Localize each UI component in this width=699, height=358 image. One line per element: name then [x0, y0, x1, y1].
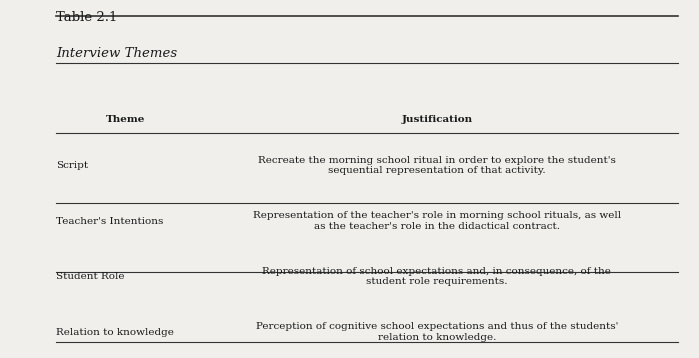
Text: Script: Script: [56, 161, 88, 170]
Text: Relation to knowledge: Relation to knowledge: [56, 328, 174, 337]
Text: Representation of school expectations and, in consequence, of the
student role r: Representation of school expectations an…: [262, 267, 612, 286]
Text: Student Role: Student Role: [56, 272, 124, 281]
Text: Teacher's Intentions: Teacher's Intentions: [56, 217, 164, 226]
Text: Representation of the teacher's role in morning school rituals, as well
as the t: Representation of the teacher's role in …: [253, 211, 621, 231]
Text: Justification: Justification: [401, 115, 473, 124]
Text: Table 2.1: Table 2.1: [56, 11, 117, 24]
Text: Interview Themes: Interview Themes: [56, 47, 177, 59]
Text: Recreate the morning school ritual in order to explore the student's
sequential : Recreate the morning school ritual in or…: [258, 156, 616, 175]
Text: Perception of cognitive school expectations and thus of the students'
relation t: Perception of cognitive school expectati…: [256, 322, 618, 342]
Text: Theme: Theme: [106, 115, 145, 124]
